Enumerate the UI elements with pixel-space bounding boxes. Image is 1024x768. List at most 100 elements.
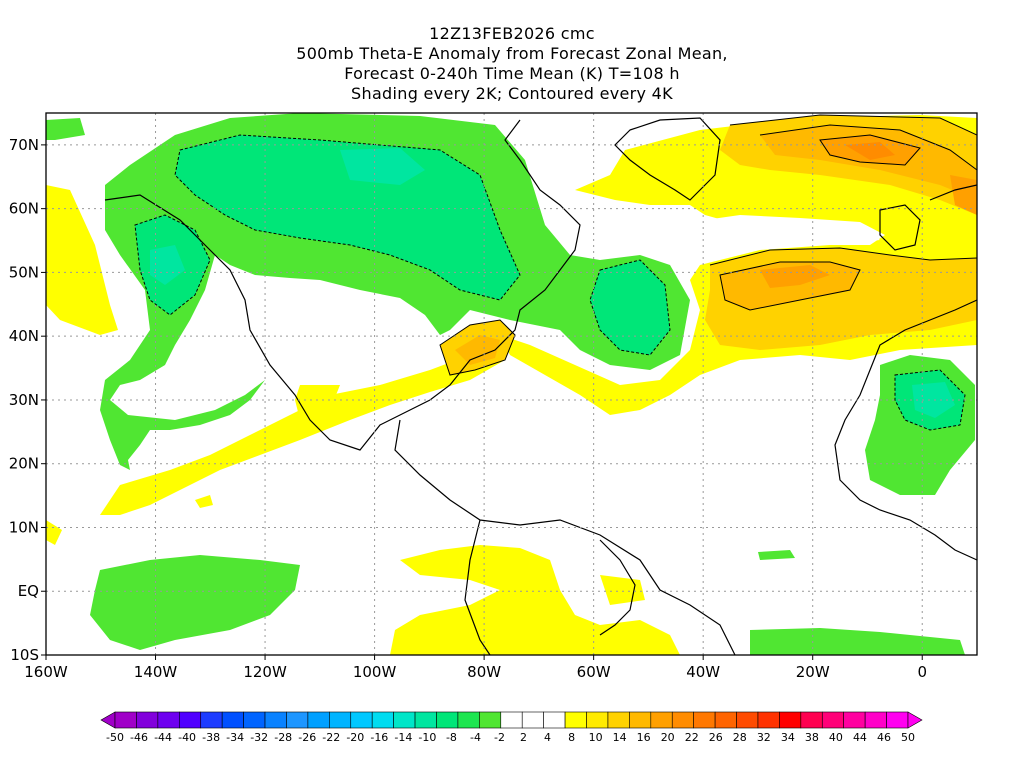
colorbar-swatch [436, 711, 459, 729]
colorbar-label: -28 [274, 731, 292, 744]
colorbar-swatch [629, 711, 652, 729]
latitude-label: 10S [10, 646, 39, 664]
anomaly-region [46, 185, 118, 335]
colorbar-swatch [178, 711, 202, 729]
colorbar-swatch [543, 711, 566, 729]
colorbar-swatch [521, 711, 544, 729]
map-frame [45, 112, 978, 656]
colorbar-label: -50 [106, 731, 124, 744]
colorbar-arrow-high [907, 711, 923, 729]
colorbar-label: 28 [733, 731, 747, 744]
colorbar-swatch [864, 711, 887, 729]
contour-line [174, 134, 521, 301]
title-line-3: Forecast 0-240h Time Mean (K) T=108 h [344, 64, 680, 83]
latitude-label: 40N [9, 327, 39, 345]
anomaly-region [340, 148, 425, 185]
colorbar-label: -14 [394, 731, 412, 744]
colorbar-swatch [264, 711, 287, 729]
colorbar-label: -20 [346, 731, 364, 744]
colorbar-swatch [736, 711, 759, 729]
colorbar-swatch [350, 711, 373, 729]
colorbar-label: -10 [418, 731, 436, 744]
contour-line [134, 214, 211, 316]
contour-line [894, 369, 966, 431]
latitude-label: EQ [18, 582, 39, 600]
coastline [614, 117, 721, 201]
colorbar-swatch [671, 711, 694, 729]
colorbar-swatch [650, 711, 673, 729]
colorbar-label: 16 [637, 731, 651, 744]
colorbar-label: 34 [781, 731, 795, 744]
title-line-2: 500mb Theta-E Anomaly from Forecast Zona… [296, 44, 728, 63]
longitude-label: 80W [467, 663, 501, 681]
colorbar-arrow-low [100, 711, 116, 729]
latitude-label: 70N [9, 136, 39, 154]
colorbar-label: -4 [470, 731, 481, 744]
colorbar-swatch [500, 711, 523, 729]
colorbar-label: 46 [877, 731, 891, 744]
colorbar-label: 8 [568, 731, 575, 744]
latitude-label: 50N [9, 263, 39, 281]
colorbar-swatch [779, 711, 802, 729]
colorbar-label: 4 [544, 731, 551, 744]
longitude-label: 120W [243, 663, 287, 681]
anomaly-region [590, 260, 670, 355]
contour-line [729, 114, 977, 136]
colorbar-swatch [843, 711, 866, 729]
colorbar-swatch [714, 711, 737, 729]
colorbar-swatch [221, 711, 244, 729]
colorbar-swatch [243, 711, 266, 729]
colorbar-swatch [564, 711, 587, 729]
colorbar-swatch [329, 711, 352, 729]
colorbar-swatch [886, 711, 909, 729]
colorbar-label: 20 [661, 731, 675, 744]
colorbar-label: -32 [250, 731, 268, 744]
colorbar-label: -46 [130, 731, 148, 744]
map-gridlines [46, 113, 977, 655]
map-title-block: 12Z13FEB2026 cmc 500mb Theta-E Anomaly f… [0, 24, 1024, 104]
colorbar-label: 32 [757, 731, 771, 744]
colorbar-swatch [457, 711, 480, 729]
latitude-label: 10N [9, 518, 39, 536]
colorbar-label: 2 [520, 731, 527, 744]
coastline [929, 184, 977, 201]
colorbar-label: 22 [685, 731, 699, 744]
colorbar-label: 44 [853, 731, 867, 744]
colorbar-label: 40 [829, 731, 843, 744]
anomaly-region [845, 142, 895, 160]
longitude-label: 40W [686, 663, 720, 681]
anomaly-region [46, 520, 62, 545]
anomaly-region [600, 575, 645, 605]
colorbar-label: 50 [901, 731, 915, 744]
coastline [879, 204, 921, 251]
colorbar-label: -34 [226, 731, 244, 744]
contour-line [759, 124, 977, 171]
colorbar-swatch [114, 711, 137, 729]
colorbar-label: -22 [322, 731, 340, 744]
latitude-labels: 70N 60N 50N 40N 30N 20N 10N EQ 10S [9, 136, 46, 664]
anomaly-region [912, 382, 955, 418]
contour-line [709, 247, 977, 266]
contour-lines [134, 114, 977, 431]
longitude-label: 100W [353, 663, 397, 681]
anomaly-region [90, 555, 300, 650]
contour-line [719, 261, 861, 311]
colorbar-swatch [757, 711, 780, 729]
anomaly-region [705, 215, 885, 248]
colorbar-swatch [157, 711, 180, 729]
latitude-label: 30N [9, 391, 39, 409]
colorbar-label: 26 [709, 731, 723, 744]
anomaly-region [455, 335, 500, 365]
longitude-label: 60W [577, 663, 611, 681]
longitude-label: 20W [796, 663, 830, 681]
anomaly-region [390, 545, 680, 655]
latitude-label: 60N [9, 200, 39, 218]
longitude-label: 0 [917, 663, 927, 681]
colorbar-swatch [586, 711, 609, 729]
coastline [599, 539, 636, 636]
colorbar-label: -8 [446, 731, 457, 744]
latitude-label: 20N [9, 455, 39, 473]
longitude-labels: 160W 140W 120W 100W 80W 60W 40W 20W 0 [24, 655, 927, 681]
colorbar-swatch [307, 711, 330, 729]
